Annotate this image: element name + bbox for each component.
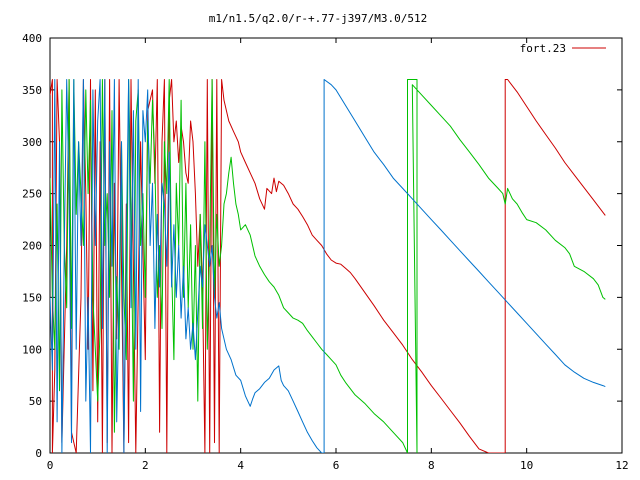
legend-label: fort.23 — [520, 42, 566, 55]
y-tick-label: 0 — [35, 447, 42, 460]
y-tick-label: 350 — [22, 84, 42, 97]
x-tick-label: 10 — [520, 459, 533, 472]
series-line-1 — [50, 79, 606, 453]
x-tick-label: 6 — [333, 459, 340, 472]
legend: fort.23 — [520, 42, 606, 55]
y-tick-label: 250 — [22, 188, 42, 201]
y-tick-label: 50 — [29, 395, 42, 408]
y-tick-label: 300 — [22, 136, 42, 149]
y-axis: 0 50 100 150 200 250 300 350 400 — [22, 32, 622, 460]
y-tick-label: 200 — [22, 240, 42, 253]
y-tick-label: 100 — [22, 343, 42, 356]
x-tick-label: 2 — [142, 459, 149, 472]
x-tick-label: 0 — [47, 459, 54, 472]
series-layer — [50, 79, 606, 453]
x-axis: 0 2 4 6 8 10 12 — [47, 38, 629, 472]
series-line-2 — [50, 79, 606, 453]
chart-title: m1/n1.5/q2.0/r-+.77-j397/M3.0/512 — [209, 12, 428, 25]
plot-area — [49, 37, 623, 454]
y-tick-label: 150 — [22, 291, 42, 304]
x-tick-label: 12 — [615, 459, 628, 472]
x-tick-label: 8 — [428, 459, 435, 472]
plot-frame — [49, 37, 623, 454]
x-tick-label: 4 — [237, 459, 244, 472]
y-tick-label: 400 — [22, 32, 42, 45]
